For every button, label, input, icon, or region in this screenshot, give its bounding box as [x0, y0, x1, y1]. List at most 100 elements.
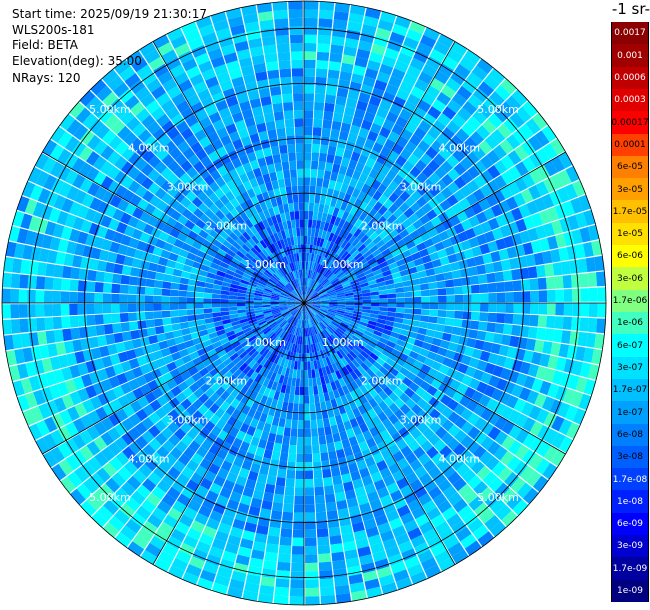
ppi-cell	[169, 64, 185, 78]
ppi-cell	[201, 68, 216, 81]
ppi-cell	[285, 333, 291, 342]
ppi-cell	[507, 181, 521, 196]
ppi-cell	[114, 155, 128, 170]
ppi-cell	[141, 177, 154, 190]
ppi-cell	[182, 147, 195, 160]
ppi-cell	[463, 49, 481, 65]
ppi-cell	[467, 412, 480, 426]
ppi-cell	[325, 94, 336, 104]
ppi-cell	[254, 383, 263, 393]
ppi-cell	[409, 134, 422, 147]
ppi-cell	[316, 286, 324, 293]
ppi-cell	[349, 177, 359, 188]
ppi-cell	[145, 278, 155, 288]
ppi-cell	[122, 446, 136, 461]
ppi-cell	[212, 455, 224, 468]
ppi-cell	[372, 452, 384, 464]
ppi-cell	[25, 361, 37, 377]
ppi-cell	[492, 261, 503, 272]
ppi-cell	[361, 510, 374, 522]
ppi-cell	[420, 315, 430, 323]
ppi-cell	[459, 268, 470, 278]
ppi-cell	[279, 299, 288, 302]
ppi-cell	[249, 321, 258, 327]
ppi-cell	[181, 21, 198, 35]
ppi-cell	[281, 290, 290, 296]
ppi-cell	[359, 422, 369, 433]
ppi-cell	[386, 509, 400, 522]
ppi-cell	[415, 433, 428, 446]
ppi-cell	[247, 285, 257, 290]
ppi-cell	[87, 456, 102, 472]
ppi-cell	[209, 414, 221, 426]
ppi-cell	[264, 551, 278, 562]
ppi-cell	[189, 273, 199, 281]
ppi-cell	[301, 277, 304, 287]
ppi-cell	[3, 257, 14, 273]
ppi-cell	[249, 206, 258, 216]
ppi-cell	[297, 319, 301, 328]
ppi-cell	[323, 269, 331, 277]
ppi-cell	[382, 418, 393, 430]
ppi-cell	[229, 352, 239, 362]
ppi-cell	[455, 527, 472, 542]
ppi-cell	[256, 402, 265, 413]
ppi-cell	[180, 225, 192, 236]
ppi-cell	[22, 347, 34, 363]
ppi-cell	[406, 93, 421, 107]
ppi-cell	[453, 176, 467, 189]
ppi-cell	[284, 177, 292, 187]
ppi-cell	[260, 430, 270, 441]
ppi-cell	[188, 213, 200, 225]
ppi-cell	[185, 416, 198, 428]
ppi-cell	[85, 96, 102, 113]
ppi-cell	[277, 269, 285, 277]
ppi-cell	[436, 458, 450, 472]
ppi-cell	[353, 143, 364, 154]
ppi-cell	[141, 114, 156, 129]
ppi-cell	[179, 172, 192, 185]
ppi-cell	[262, 173, 271, 184]
ppi-cell	[55, 251, 66, 265]
ppi-cell	[447, 492, 463, 506]
ppi-cell	[495, 282, 505, 293]
ppi-cell	[28, 260, 39, 275]
ppi-cell	[341, 280, 350, 286]
ppi-cell	[174, 428, 187, 441]
ppi-cell	[460, 327, 470, 338]
ppi-cell	[210, 382, 221, 392]
ppi-cell	[254, 342, 263, 351]
ppi-cell	[313, 282, 320, 290]
ppi-cell	[395, 532, 410, 546]
ppi-cell	[288, 316, 295, 324]
ppi-cell	[154, 161, 167, 174]
ppi-cell	[369, 498, 383, 511]
ppi-cell	[314, 394, 320, 404]
ppi-cell	[254, 307, 263, 311]
ppi-cell	[468, 357, 480, 369]
ppi-cell	[308, 210, 314, 220]
ppi-cell	[480, 407, 493, 421]
ppi-cell	[357, 404, 367, 415]
ppi-cell	[109, 456, 124, 472]
ppi-cell	[464, 540, 482, 556]
ppi-cell	[169, 296, 179, 303]
ppi-cell	[189, 351, 200, 361]
ppi-cell	[442, 56, 459, 71]
ppi-cell	[438, 364, 450, 375]
ppi-cell	[144, 457, 159, 472]
ppi-cell	[180, 107, 195, 121]
ppi-cell	[205, 76, 219, 89]
ppi-cell	[336, 311, 345, 316]
ppi-cell	[336, 292, 345, 296]
ppi-cell	[59, 113, 75, 131]
ppi-cell	[168, 252, 179, 262]
ppi-cell	[338, 165, 348, 176]
ppi-cell	[447, 471, 462, 485]
ppi-cell	[312, 211, 319, 221]
ppi-cell	[89, 472, 105, 489]
ppi-cell	[233, 368, 243, 378]
ppi-cell	[316, 528, 329, 538]
ppi-cell	[324, 316, 333, 323]
ppi-cell	[338, 130, 349, 141]
